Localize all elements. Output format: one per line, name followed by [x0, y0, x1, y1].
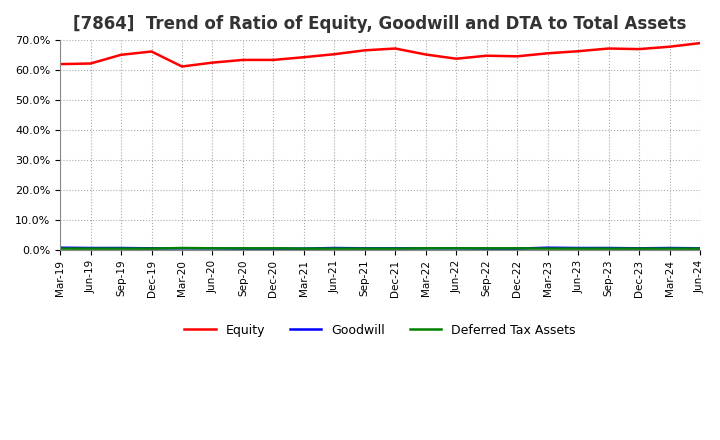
Goodwill: [86, 246, 95, 251]
Goodwill: [391, 246, 400, 251]
Goodwill: [361, 246, 369, 251]
Goodwill: [452, 246, 461, 251]
Deferred Tax Assets: [513, 246, 521, 251]
Goodwill: [55, 245, 64, 250]
Deferred Tax Assets: [330, 246, 338, 251]
Goodwill: [238, 246, 247, 251]
Goodwill: [635, 246, 644, 251]
Goodwill: [300, 246, 308, 251]
Legend: Equity, Goodwill, Deferred Tax Assets: Equity, Goodwill, Deferred Tax Assets: [179, 319, 581, 342]
Equity: [55, 62, 64, 67]
Line: Equity: Equity: [60, 43, 700, 66]
Goodwill: [574, 246, 582, 251]
Equity: [696, 40, 704, 46]
Deferred Tax Assets: [147, 246, 156, 251]
Equity: [665, 44, 674, 49]
Deferred Tax Assets: [635, 246, 644, 251]
Goodwill: [330, 246, 338, 251]
Goodwill: [696, 246, 704, 251]
Deferred Tax Assets: [55, 246, 64, 251]
Equity: [178, 64, 186, 69]
Title: [7864]  Trend of Ratio of Equity, Goodwill and DTA to Total Assets: [7864] Trend of Ratio of Equity, Goodwil…: [73, 15, 687, 33]
Equity: [421, 52, 430, 57]
Deferred Tax Assets: [86, 246, 95, 251]
Equity: [391, 46, 400, 51]
Deferred Tax Assets: [238, 246, 247, 251]
Goodwill: [482, 246, 491, 251]
Deferred Tax Assets: [391, 246, 400, 251]
Deferred Tax Assets: [300, 246, 308, 251]
Deferred Tax Assets: [482, 246, 491, 251]
Equity: [452, 56, 461, 61]
Deferred Tax Assets: [178, 246, 186, 251]
Goodwill: [544, 245, 552, 250]
Equity: [635, 47, 644, 52]
Deferred Tax Assets: [696, 246, 704, 251]
Goodwill: [178, 246, 186, 251]
Equity: [269, 57, 278, 62]
Goodwill: [147, 246, 156, 251]
Equity: [300, 55, 308, 60]
Deferred Tax Assets: [117, 246, 125, 251]
Deferred Tax Assets: [452, 246, 461, 251]
Goodwill: [665, 246, 674, 251]
Deferred Tax Assets: [208, 246, 217, 251]
Equity: [86, 61, 95, 66]
Goodwill: [604, 246, 613, 251]
Equity: [330, 51, 338, 57]
Goodwill: [269, 246, 278, 251]
Equity: [482, 53, 491, 59]
Deferred Tax Assets: [421, 246, 430, 251]
Equity: [117, 52, 125, 58]
Deferred Tax Assets: [665, 246, 674, 251]
Deferred Tax Assets: [574, 246, 582, 251]
Equity: [147, 49, 156, 54]
Equity: [238, 57, 247, 62]
Equity: [574, 48, 582, 54]
Goodwill: [421, 246, 430, 251]
Goodwill: [117, 246, 125, 251]
Line: Deferred Tax Assets: Deferred Tax Assets: [60, 248, 700, 249]
Equity: [513, 54, 521, 59]
Deferred Tax Assets: [604, 246, 613, 251]
Equity: [604, 46, 613, 51]
Line: Goodwill: Goodwill: [60, 248, 700, 249]
Deferred Tax Assets: [361, 246, 369, 251]
Goodwill: [208, 246, 217, 251]
Deferred Tax Assets: [544, 246, 552, 251]
Deferred Tax Assets: [269, 246, 278, 251]
Goodwill: [513, 246, 521, 251]
Equity: [208, 60, 217, 65]
Equity: [361, 48, 369, 53]
Equity: [544, 51, 552, 56]
